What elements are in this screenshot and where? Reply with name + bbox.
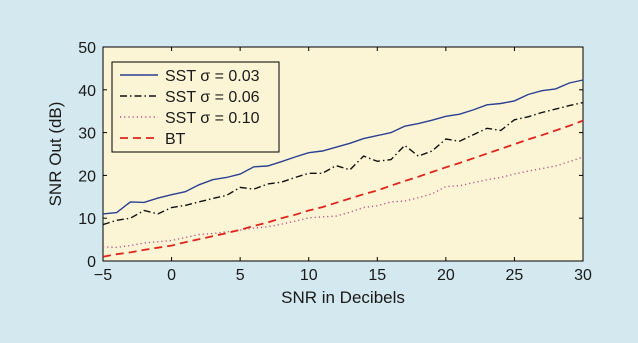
x-tick-label: 0 <box>167 267 176 284</box>
series-layer <box>102 79 584 258</box>
y-axis-label: SNR Out (dB) <box>46 102 65 207</box>
legend-label-4: BT <box>165 131 186 148</box>
y-tick-label: 40 <box>78 83 96 100</box>
y-tick-label: 10 <box>78 211 96 228</box>
legend-box <box>111 61 280 153</box>
legend-label-2: SST σ = 0.06 <box>165 89 260 106</box>
y-tick-label: 20 <box>78 168 96 185</box>
x-tick-label: 30 <box>574 267 592 284</box>
series-line-2 <box>102 101 584 226</box>
x-tick-label: 5 <box>236 267 245 284</box>
x-tick-label: 20 <box>437 267 455 284</box>
x-tick-label: 15 <box>368 267 386 284</box>
y-tick-label: 0 <box>87 254 96 271</box>
x-tick-label: 10 <box>300 267 318 284</box>
legend: SST σ = 0.03 SST σ = 0.06 SST σ = 0.10 BT <box>111 61 280 153</box>
x-tick-label: 25 <box>506 267 524 284</box>
y-tick-label: 50 <box>78 40 96 57</box>
series-line-3 <box>102 156 584 249</box>
series-line-4 <box>102 119 584 258</box>
x-axis-label: SNR in Decibels <box>281 288 405 307</box>
y-tick-label: 30 <box>78 126 96 143</box>
x-tick-label: −5 <box>94 267 112 284</box>
series-line-1 <box>102 79 584 215</box>
legend-label-1: SST σ = 0.03 <box>165 68 260 85</box>
legend-label-3: SST σ = 0.10 <box>165 110 260 127</box>
